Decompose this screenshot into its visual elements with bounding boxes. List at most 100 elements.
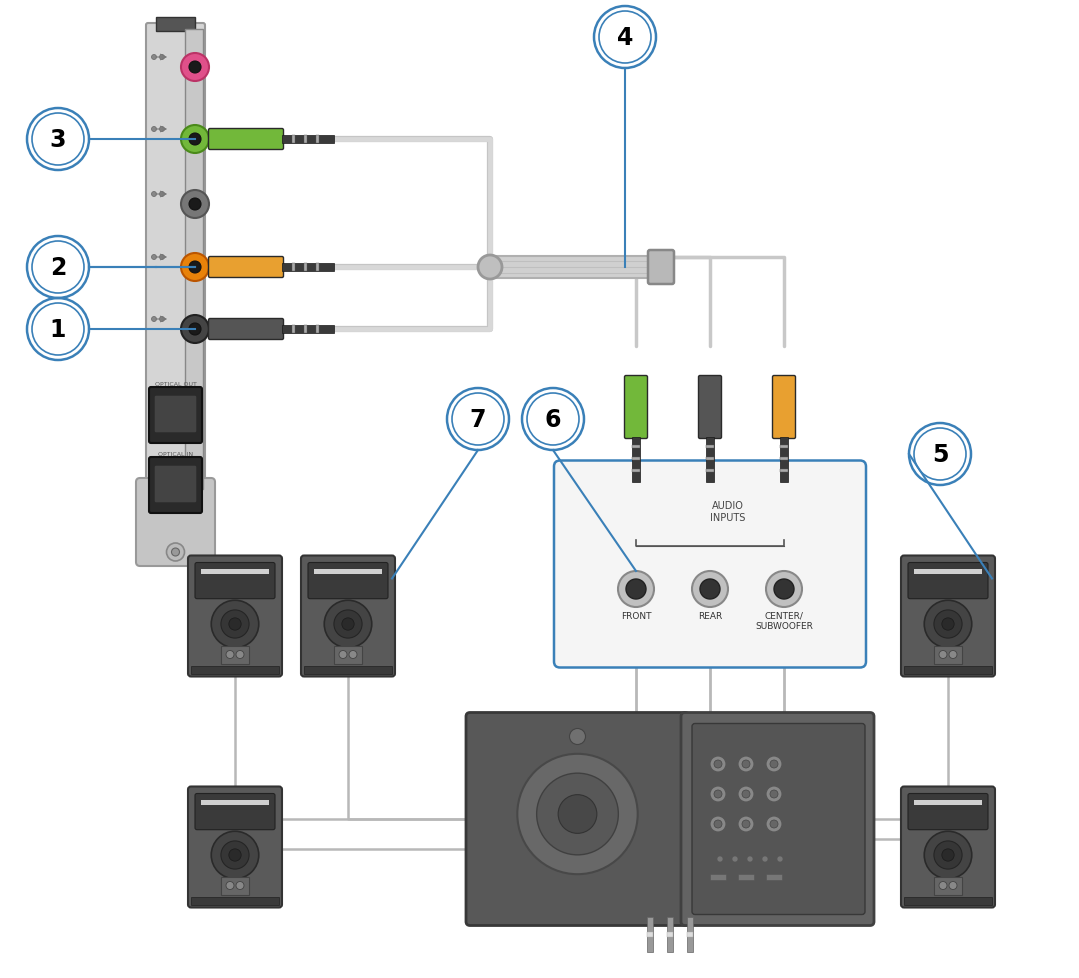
FancyBboxPatch shape <box>625 377 647 439</box>
Circle shape <box>229 618 242 631</box>
Text: 1: 1 <box>50 318 66 341</box>
FancyBboxPatch shape <box>208 257 284 278</box>
Bar <box>904 666 992 674</box>
Bar <box>647 916 653 952</box>
Bar <box>282 136 334 144</box>
Bar <box>304 136 308 144</box>
Bar <box>632 458 640 461</box>
Text: 6: 6 <box>545 408 561 431</box>
FancyBboxPatch shape <box>154 466 197 504</box>
Bar <box>706 437 714 482</box>
Circle shape <box>770 790 778 798</box>
Circle shape <box>151 193 156 198</box>
Circle shape <box>160 317 164 322</box>
FancyBboxPatch shape <box>909 794 988 830</box>
Bar <box>292 326 295 333</box>
Text: CENTER/
SUBWOOFER: CENTER/ SUBWOOFER <box>755 611 812 631</box>
FancyBboxPatch shape <box>681 713 874 925</box>
FancyBboxPatch shape <box>308 563 388 600</box>
Bar <box>710 874 726 880</box>
Bar <box>667 916 673 952</box>
Circle shape <box>770 760 778 768</box>
Bar <box>632 469 640 472</box>
FancyBboxPatch shape <box>773 377 795 439</box>
Circle shape <box>189 324 201 335</box>
Circle shape <box>151 127 156 132</box>
Circle shape <box>160 127 164 132</box>
Circle shape <box>236 881 244 890</box>
Circle shape <box>181 54 209 82</box>
Bar <box>914 569 982 574</box>
Bar <box>934 645 962 664</box>
FancyBboxPatch shape <box>188 786 282 908</box>
FancyBboxPatch shape <box>901 556 995 677</box>
Circle shape <box>626 579 646 600</box>
Circle shape <box>942 849 954 862</box>
Circle shape <box>925 600 972 648</box>
Circle shape <box>742 760 750 768</box>
FancyBboxPatch shape <box>901 786 995 908</box>
Bar <box>292 264 295 272</box>
Bar <box>282 264 334 272</box>
Circle shape <box>770 821 778 828</box>
Circle shape <box>738 756 754 773</box>
FancyBboxPatch shape <box>698 377 722 439</box>
Bar <box>282 326 334 333</box>
Circle shape <box>181 316 209 343</box>
Bar <box>304 666 392 674</box>
Circle shape <box>349 650 357 659</box>
Circle shape <box>181 191 209 219</box>
Bar <box>667 932 673 937</box>
Circle shape <box>710 756 726 773</box>
Circle shape <box>714 790 722 798</box>
FancyBboxPatch shape <box>554 461 866 668</box>
Circle shape <box>942 618 954 631</box>
Bar <box>304 264 308 272</box>
Circle shape <box>774 579 794 600</box>
Bar <box>221 645 249 664</box>
Circle shape <box>700 579 720 600</box>
Bar <box>304 326 308 333</box>
Circle shape <box>618 571 654 607</box>
Bar <box>914 800 982 805</box>
Circle shape <box>189 262 201 274</box>
Bar <box>490 257 650 279</box>
Circle shape <box>221 610 249 639</box>
Circle shape <box>766 786 782 802</box>
FancyBboxPatch shape <box>195 794 275 830</box>
Bar <box>316 326 319 333</box>
Circle shape <box>160 193 164 198</box>
Bar <box>632 446 640 449</box>
FancyBboxPatch shape <box>154 395 197 433</box>
Bar <box>780 469 788 472</box>
Text: 4: 4 <box>617 26 633 50</box>
Bar <box>314 569 382 574</box>
Text: OPTICAL IN: OPTICAL IN <box>158 452 193 457</box>
Circle shape <box>333 610 363 639</box>
Circle shape <box>762 856 768 863</box>
Circle shape <box>151 255 156 260</box>
Bar <box>334 645 361 664</box>
FancyBboxPatch shape <box>648 250 674 285</box>
Bar <box>706 458 714 461</box>
Bar <box>780 446 788 449</box>
Circle shape <box>747 856 753 863</box>
Circle shape <box>339 650 347 659</box>
Text: FRONT: FRONT <box>620 611 652 620</box>
FancyBboxPatch shape <box>208 129 284 151</box>
Bar <box>221 876 249 895</box>
Bar <box>201 800 269 805</box>
Circle shape <box>934 610 962 639</box>
Bar <box>191 897 279 905</box>
FancyBboxPatch shape <box>466 713 689 925</box>
Circle shape <box>732 856 738 863</box>
Circle shape <box>189 134 201 146</box>
Bar <box>185 30 203 490</box>
Circle shape <box>766 571 802 607</box>
Text: OPTICAL OUT: OPTICAL OUT <box>154 381 196 386</box>
Circle shape <box>714 821 722 828</box>
Circle shape <box>160 255 164 260</box>
Circle shape <box>738 786 754 802</box>
Bar <box>316 136 319 144</box>
Circle shape <box>151 56 156 61</box>
